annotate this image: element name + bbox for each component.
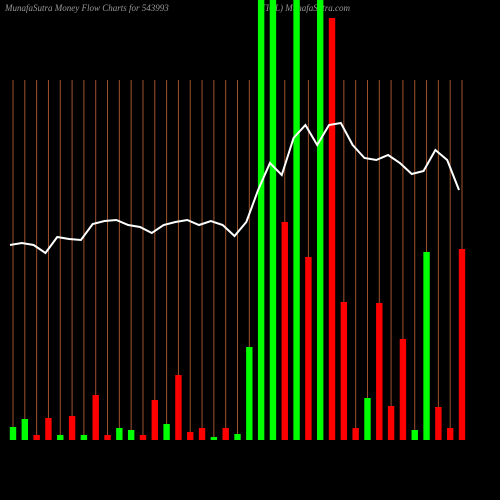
- bar: [68, 416, 76, 440]
- bar: [435, 407, 442, 440]
- bar: [305, 257, 312, 440]
- bar: [387, 406, 395, 440]
- line-layer: [9, 121, 460, 255]
- bar: [45, 418, 52, 440]
- bar: [446, 428, 454, 440]
- bar: [269, 0, 277, 440]
- bar: [376, 303, 383, 440]
- bar: [364, 398, 371, 440]
- bar: [246, 347, 253, 440]
- bar: [340, 302, 348, 440]
- bar: [458, 249, 466, 440]
- bar: [352, 428, 359, 440]
- bar: [92, 395, 99, 440]
- bar: [399, 339, 407, 440]
- bar: [80, 435, 88, 440]
- bar: [411, 430, 418, 440]
- bar: [139, 435, 147, 440]
- bar: [104, 435, 111, 440]
- bar: [234, 434, 241, 440]
- bar: [9, 427, 17, 440]
- bar: [423, 252, 430, 440]
- bar: [293, 0, 300, 440]
- bar: [222, 428, 229, 440]
- bar: [57, 435, 64, 440]
- bar: [127, 430, 135, 440]
- bar: [210, 437, 218, 440]
- chart-title: MunafaSutra Money Flow Charts for 543993: [4, 3, 169, 13]
- bar: [116, 428, 123, 440]
- bar: [257, 0, 265, 440]
- bars: [9, 0, 466, 440]
- grid: [12, 80, 463, 440]
- price-line: [9, 121, 460, 255]
- bar: [163, 424, 170, 440]
- bar: [33, 435, 40, 440]
- bar: [281, 222, 288, 440]
- bar: [151, 400, 158, 440]
- bar: [187, 432, 194, 440]
- bar: [328, 18, 336, 440]
- bar: [21, 419, 29, 440]
- bar: [198, 428, 206, 440]
- bar: [317, 0, 324, 440]
- chart-subtitle: (TICL) MunafaSutra.com: [258, 3, 351, 13]
- bar: [175, 375, 182, 440]
